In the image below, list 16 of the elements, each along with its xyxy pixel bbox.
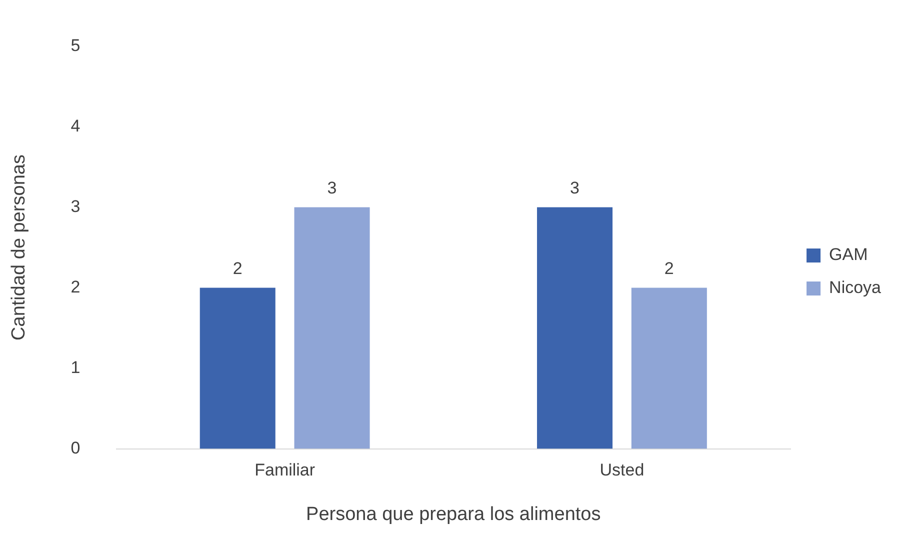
y-tick-label: 1	[70, 358, 80, 377]
x-tick-label: Familiar	[254, 460, 316, 480]
y-tick-label: 5	[70, 36, 80, 55]
data-label: 2	[232, 258, 242, 278]
data-label: 2	[664, 258, 674, 278]
x-tick-label: Usted	[600, 460, 644, 480]
y-tick-label: 4	[70, 116, 80, 136]
legend-label: GAM	[829, 245, 868, 264]
y-tick-label: 2	[70, 277, 80, 296]
x-axis-title: Persona que prepara los alimentos	[306, 504, 601, 525]
y-tick-label: 3	[70, 196, 80, 216]
data-label: 3	[327, 178, 337, 198]
data-label: 3	[570, 178, 580, 198]
legend-label: Nicoya	[829, 278, 882, 298]
y-axis-title: Cantidad de personas	[8, 154, 30, 340]
y-tick-label: 0	[70, 438, 80, 458]
